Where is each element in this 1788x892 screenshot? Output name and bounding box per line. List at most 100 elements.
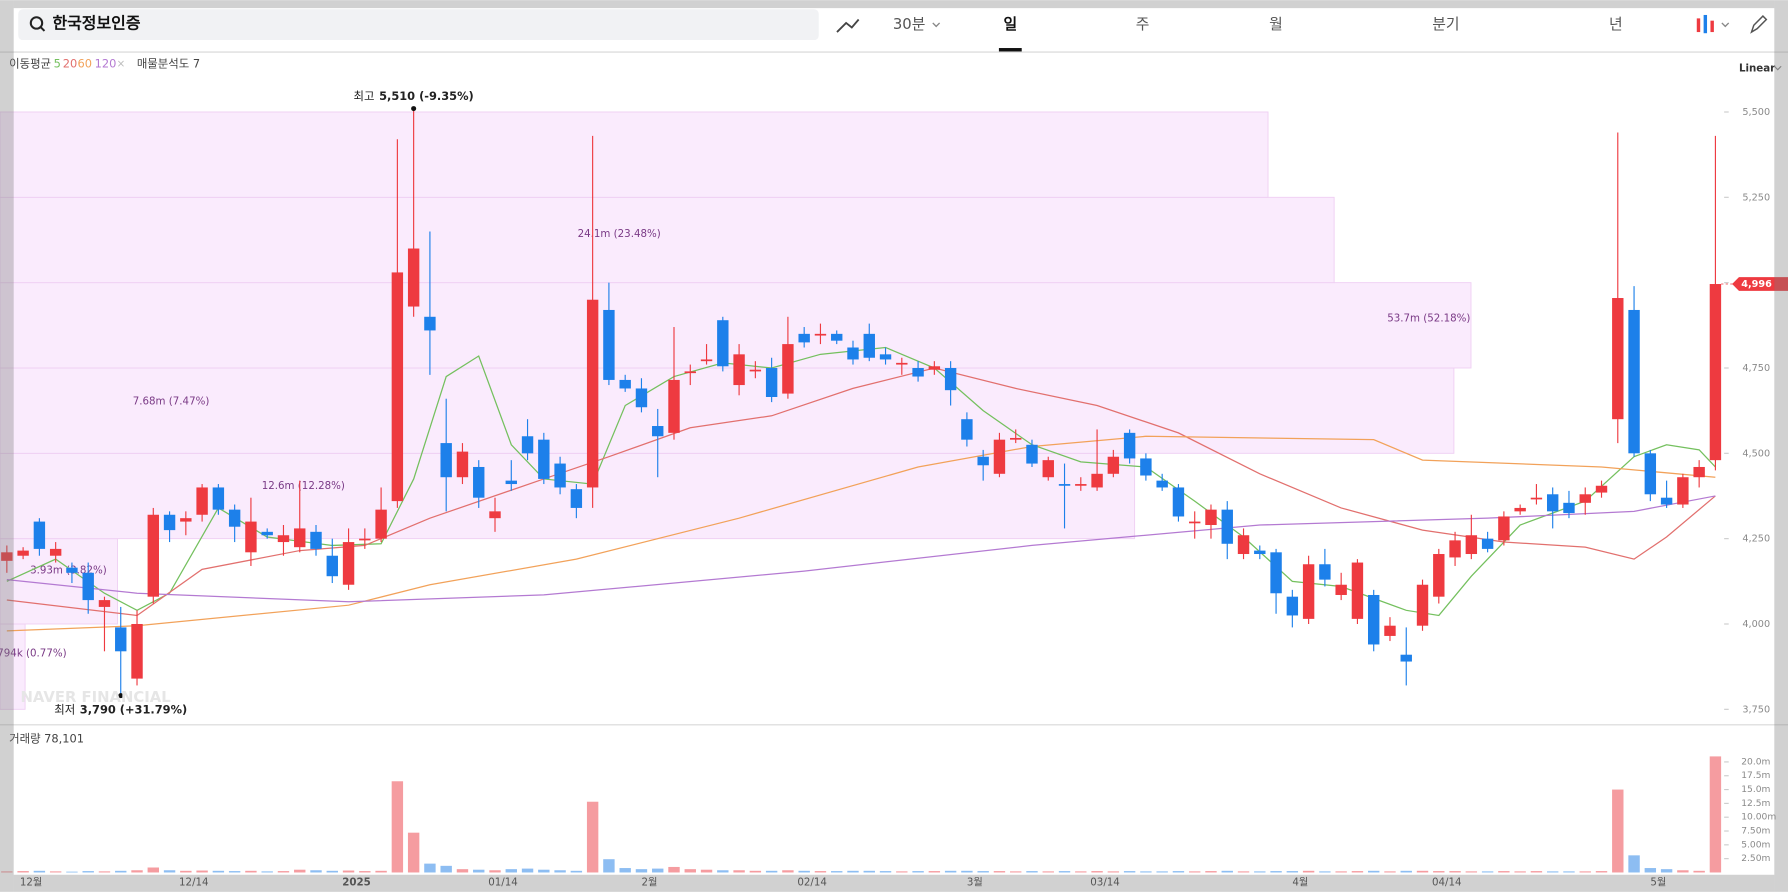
- interval-select[interactable]: 30분: [893, 16, 925, 33]
- candle-body: [391, 272, 404, 502]
- candle-body: [1498, 516, 1510, 541]
- volume-bar: [98, 871, 111, 873]
- candle-body: [1595, 485, 1608, 493]
- active-tab-indicator: [998, 48, 1022, 52]
- volume-bar: [1221, 870, 1233, 873]
- candle-body: [66, 567, 78, 573]
- volume-bar: [1205, 871, 1217, 873]
- volume-bar: [489, 870, 501, 873]
- volume-bar: [407, 832, 420, 873]
- x-tick-label: 02/14: [797, 877, 827, 889]
- candle-body: [1319, 564, 1331, 580]
- x-tick-label: 3월: [967, 877, 983, 889]
- y-tick-label: 3,750: [1742, 704, 1770, 715]
- volume-bar: [570, 870, 583, 873]
- candle-body: [261, 531, 273, 536]
- volume-bar: [1546, 871, 1559, 873]
- profile-band: [0, 196, 1335, 284]
- volume-bar: [586, 801, 599, 873]
- volume-bar: [196, 870, 208, 873]
- volume-tick-label: 7.50m: [1741, 827, 1770, 837]
- candle-body: [847, 347, 859, 360]
- chart-type-button[interactable]: [1696, 14, 1730, 34]
- volume-bar: [1498, 871, 1510, 873]
- dropdown-arrow: [1773, 65, 1782, 71]
- volume-bar: [1449, 871, 1461, 873]
- volume-bar: [1026, 871, 1038, 873]
- volume-bar: [180, 870, 192, 873]
- volume-tick-label: 12.5m: [1741, 799, 1770, 809]
- volume-tick-label: 2.50m: [1741, 854, 1770, 864]
- candle-body: [424, 316, 436, 331]
- candle-body: [1302, 564, 1315, 619]
- period-tab[interactable]: 일: [1003, 16, 1017, 33]
- candle-body: [619, 379, 631, 389]
- candle-body: [1270, 552, 1282, 594]
- candle-body: [912, 367, 924, 377]
- low-annotation-label: 최저: [54, 702, 75, 716]
- candle-body: [765, 367, 778, 398]
- volume-bar: [391, 781, 404, 873]
- edit-button[interactable]: [1750, 15, 1768, 34]
- candle-body: [473, 466, 485, 498]
- profile-label: 794k (0.77%): [0, 648, 67, 660]
- moving-average-line: [6, 495, 1716, 603]
- profile-label: 53.7m (52.18%): [1387, 312, 1470, 324]
- candle-body: [1481, 538, 1494, 549]
- dropdown-arrow: [1721, 22, 1730, 28]
- ma-legend-title: 이동평균: [9, 56, 51, 70]
- candle-body: [1010, 437, 1022, 440]
- volume-bar: [1514, 871, 1526, 873]
- indicator-button[interactable]: [836, 18, 860, 33]
- volume-bar: [1400, 870, 1412, 873]
- x-tick-label: 12/14: [179, 877, 209, 889]
- candle-body: [1205, 509, 1217, 526]
- candle-body: [798, 333, 810, 343]
- candle-body: [1449, 540, 1461, 558]
- volume-bar: [147, 867, 159, 873]
- volume-bar: [1693, 870, 1705, 873]
- x-tick-label: 12월: [20, 877, 42, 889]
- scale-mode[interactable]: Linear: [1739, 63, 1776, 75]
- candle-body: [1563, 502, 1575, 514]
- candle-body: [1416, 584, 1429, 626]
- profile-label: 24.1m (23.48%): [578, 228, 661, 240]
- candle-body: [1026, 444, 1038, 464]
- volume-bar: [1416, 870, 1429, 873]
- volume-bar: [798, 870, 810, 873]
- candle-body: [1433, 554, 1445, 597]
- candle-body: [1254, 550, 1266, 555]
- volume-bar: [1254, 871, 1266, 873]
- volume-bar: [1091, 871, 1103, 873]
- candle-body: [1546, 494, 1559, 512]
- candle-body: [342, 542, 355, 585]
- candle-body: [1660, 497, 1673, 505]
- candle-body: [1677, 477, 1689, 505]
- watermark: NAVER FINANCIAL: [21, 689, 172, 706]
- candle-body: [131, 623, 143, 679]
- candle-body: [115, 627, 127, 652]
- volume-legend: 거래량 78,101: [9, 732, 84, 746]
- low-annotation: 최저 3,790 (+31.79%): [54, 702, 187, 716]
- candle-body: [928, 366, 941, 370]
- search-box[interactable]: [18, 9, 819, 41]
- candle-body: [440, 443, 452, 478]
- search-text[interactable]: 한국정보인증: [52, 14, 140, 33]
- volume-bar: [1302, 870, 1315, 873]
- period-tab[interactable]: 분기: [1432, 16, 1459, 33]
- volume-bar: [1595, 871, 1608, 873]
- candle-body: [33, 521, 46, 549]
- period-tab[interactable]: 월: [1269, 16, 1283, 33]
- volume-bar: [1628, 855, 1640, 873]
- volume-bar: [473, 869, 485, 873]
- volume-tick-label: 15.0m: [1741, 785, 1770, 795]
- volume-tick-label: 20.0m: [1741, 757, 1770, 767]
- candle-body: [1237, 535, 1250, 555]
- period-tab[interactable]: 년: [1609, 16, 1623, 33]
- period-tab[interactable]: 주: [1136, 16, 1150, 33]
- candle-body: [17, 550, 29, 556]
- x-tick-label: 01/14: [488, 877, 518, 889]
- volume-bar: [928, 871, 941, 873]
- candle-body: [814, 333, 827, 336]
- volume-bar: [1677, 870, 1689, 873]
